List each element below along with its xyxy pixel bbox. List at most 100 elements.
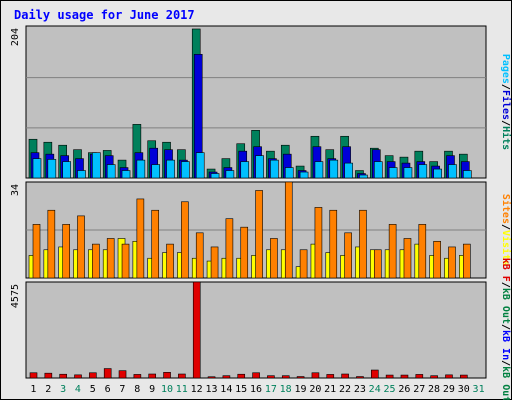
bar-kbf-day-29 (445, 374, 453, 379)
x-tick-label-15: 15 (235, 384, 247, 395)
legend-sites-visits-item-0: Sites (500, 194, 512, 224)
legend-kb-item-1: / (500, 282, 511, 288)
bar-kbf-day-9 (148, 373, 157, 379)
bar-kbf-day-25 (385, 374, 394, 379)
legend-kb: kB F/kB Out/kB In/kB Out (500, 258, 511, 400)
bar-pages-day-30 (463, 170, 472, 179)
bar-pages-day-14 (225, 170, 235, 179)
bar-pages-day-7 (121, 170, 131, 179)
bar-kbf-day-3 (59, 373, 67, 379)
bar-kbf-day-15 (237, 373, 246, 379)
legend-pages-files-hits-item-0: Pages (500, 54, 511, 84)
legend-kb-item-6: kB Out (500, 366, 511, 400)
bar-pages-day-18 (284, 167, 294, 179)
x-tick-label-25: 25 (384, 384, 396, 395)
bar-sites-day-29 (448, 246, 456, 279)
legend-sites-visits-item-2: Visits (500, 230, 512, 266)
x-tick-label-19: 19 (294, 384, 306, 395)
bar-sites-day-5 (92, 243, 100, 279)
bar-sites-day-30 (463, 243, 471, 279)
bar-sites-day-24 (373, 249, 382, 279)
bar-pages-day-8 (136, 159, 146, 179)
bar-pages-day-25 (388, 167, 398, 179)
bar-sites-day-26 (403, 238, 412, 279)
y-max-label-hits: 204 (10, 28, 21, 46)
bar-kbf-day-28 (430, 375, 438, 379)
bar-pages-day-5 (92, 152, 101, 179)
x-tick-label-2: 2 (45, 384, 51, 395)
bar-pages-day-23 (359, 174, 368, 179)
legend-kb-item-4: kB In (500, 330, 511, 360)
bar-sites-day-1 (32, 224, 41, 279)
bar-kbf-day-16 (252, 372, 260, 379)
x-tick-label-23: 23 (354, 384, 366, 395)
x-tick-label-11: 11 (176, 384, 188, 395)
bar-sites-day-4 (77, 215, 85, 279)
bar-sites-day-20 (314, 207, 323, 279)
bar-pages-day-15 (240, 161, 250, 179)
bar-sites-day-25 (388, 224, 397, 279)
legend-pages-files-hits-item-4: Hits (500, 126, 512, 150)
x-tick-label-30: 30 (458, 384, 470, 395)
bar-sites-day-2 (47, 209, 56, 279)
x-tick-label-24: 24 (369, 384, 381, 395)
bar-kbf-day-20 (311, 372, 320, 379)
bar-kbf-day-22 (341, 373, 349, 379)
x-tick-label-6: 6 (105, 384, 111, 395)
x-tick-label-7: 7 (119, 384, 125, 395)
bar-pages-day-10 (166, 159, 175, 179)
bar-sites-day-13 (210, 246, 219, 279)
legend-kb-item-3: / (500, 324, 511, 330)
bar-sites-day-10 (166, 243, 174, 279)
x-tick-label-3: 3 (60, 384, 66, 395)
bar-pages-day-13 (210, 173, 220, 179)
bar-kbf-day-21 (326, 374, 335, 379)
bar-pages-day-17 (270, 159, 279, 179)
bar-kbf-day-17 (267, 375, 275, 379)
legend-pages-files-hits-item-3: / (500, 120, 511, 126)
bar-sites-day-18 (284, 181, 293, 279)
x-tick-label-13: 13 (205, 384, 217, 395)
bar-sites-day-15 (240, 226, 249, 279)
bar-pages-day-19 (299, 171, 309, 179)
bar-kbf-day-19 (296, 376, 305, 379)
x-tick-label-5: 5 (90, 384, 96, 395)
bar-pages-day-6 (106, 164, 116, 179)
bar-pages-day-26 (403, 167, 413, 179)
bar-sites-day-19 (299, 249, 308, 279)
bar-pages-day-9 (151, 164, 161, 179)
x-tick-label-22: 22 (339, 384, 351, 395)
bar-kbf-day-27 (415, 374, 424, 379)
bar-pages-day-4 (77, 170, 86, 179)
x-tick-label-8: 8 (134, 384, 140, 395)
x-tick-label-12: 12 (191, 384, 203, 395)
bar-sites-day-3 (62, 224, 70, 279)
bar-pages-day-12 (195, 152, 205, 179)
legend-pages-files-hits-item-2: Files (500, 90, 512, 120)
bar-pages-day-3 (62, 161, 71, 179)
y-max-label-sites: 34 (10, 184, 21, 196)
x-tick-label-10: 10 (161, 384, 173, 395)
bar-kbf-day-1 (29, 372, 38, 379)
bar-sites-day-22 (344, 232, 352, 279)
legend-pages-files-hits-item-1: / (500, 84, 511, 90)
bar-kbf-day-18 (281, 375, 290, 379)
y-max-label-kb: 4575 (10, 284, 21, 308)
x-tick-label-21: 21 (324, 384, 336, 395)
bar-kbf-day-10 (163, 372, 171, 379)
chart-title: Daily usage for June 2017 (14, 8, 195, 22)
bar-sites-day-12 (195, 232, 204, 279)
bar-kbf-day-8 (133, 374, 142, 379)
bar-sites-day-23 (359, 209, 367, 279)
bar-kbf-day-12 (192, 281, 201, 379)
bar-kbf-day-13 (207, 376, 216, 379)
x-tick-label-4: 4 (75, 384, 81, 395)
bar-sites-day-17 (270, 238, 278, 279)
bar-kbf-day-30 (460, 374, 468, 379)
bar-kbf-day-7 (118, 370, 127, 379)
bar-sites-day-27 (418, 224, 427, 279)
bar-kbf-day-14 (222, 375, 231, 379)
bar-pages-day-2 (47, 159, 57, 179)
bar-kbf-day-6 (103, 368, 112, 379)
